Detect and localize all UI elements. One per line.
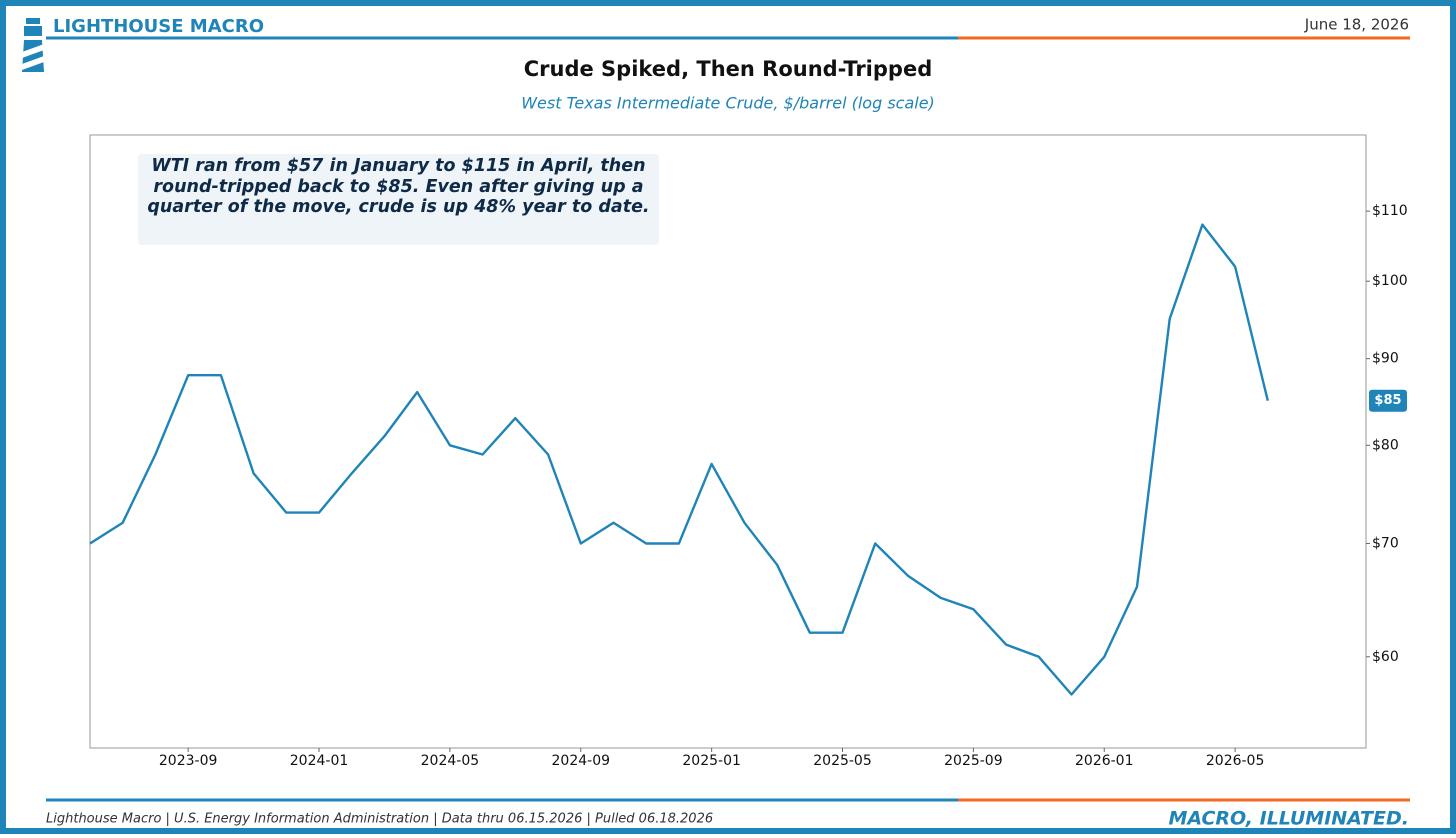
y-tick-label: $110 [1372,203,1408,219]
y-tick-label: $100 [1372,273,1408,289]
y-tick-label: $90 [1372,351,1399,367]
x-tick-label: 2025-05 [813,753,872,769]
y-tick-label: $60 [1372,649,1399,665]
x-tick-label: 2025-01 [682,753,741,769]
chart-subtitle: West Texas Intermediate Crude, $/barrel … [521,94,935,113]
x-tick-label: 2026-01 [1075,753,1134,769]
y-tick-label: $80 [1372,437,1399,453]
y-tick-label: $70 [1372,535,1399,551]
x-tick-label: 2024-09 [552,753,611,769]
brand: LIGHTHOUSE MACRO [53,16,264,37]
line-series [89,223,1269,696]
annotation-wrap: WTI ran from $57 in January to $115 in A… [147,156,650,217]
logo [22,18,44,72]
tagline: MACRO, ILLUMINATED. [1168,808,1409,830]
x-tick-label: 2024-05 [421,753,480,769]
value-badge [1369,389,1407,412]
chart-title: Crude Spiked, Then Round-Tripped [524,57,932,81]
x-tick-label: 2025-09 [944,753,1003,769]
annotation-box [138,154,659,245]
annotation: WTI ran from $57 in January to $115 in A… [147,156,650,217]
footer-source: Lighthouse Macro | U.S. Energy Informati… [46,812,713,827]
date: June 18, 2026 [1304,16,1409,34]
x-tick-label: 2023-09 [159,753,218,769]
x-tick-label: 2026-05 [1206,753,1265,769]
plot-area [89,134,1367,749]
x-tick-label: 2024-01 [290,753,349,769]
value-label: $85 [1374,393,1401,408]
